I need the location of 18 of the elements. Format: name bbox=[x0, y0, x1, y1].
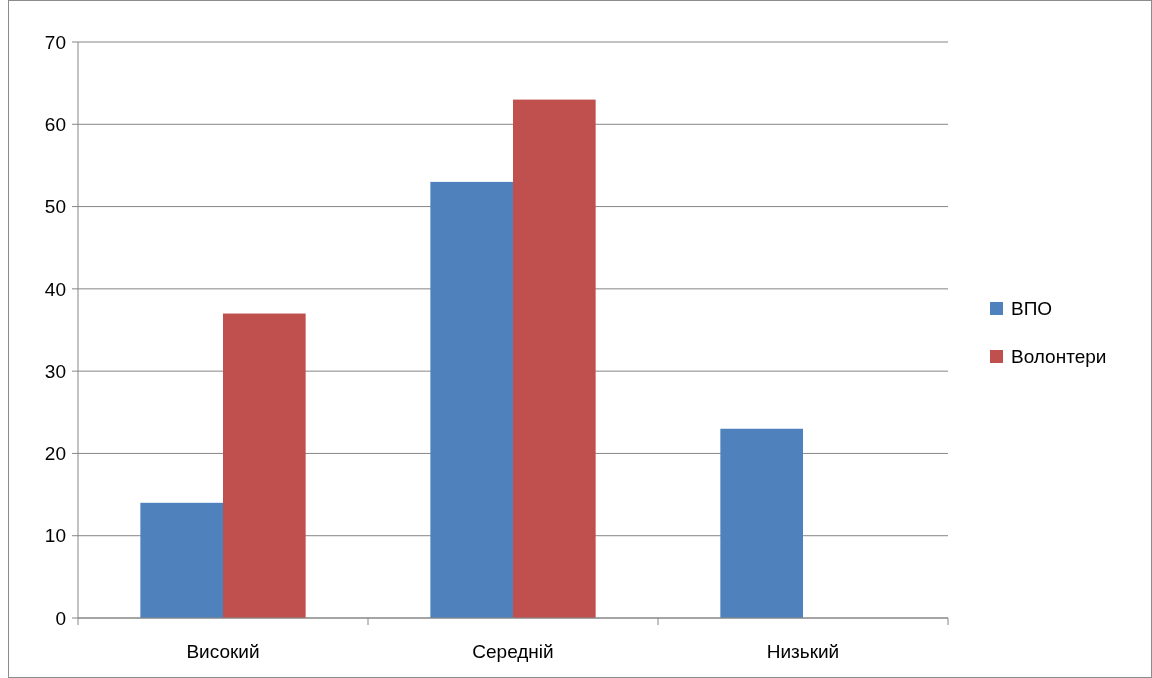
legend-label: Волонтери bbox=[1011, 345, 1107, 367]
x-tick-label: Високий bbox=[186, 641, 260, 662]
bar bbox=[430, 181, 513, 618]
legend-label: ВПО bbox=[1011, 297, 1053, 319]
y-tick-label: 0 bbox=[55, 607, 66, 629]
y-tick-label: 10 bbox=[44, 525, 66, 547]
y-tick-label: 20 bbox=[44, 443, 66, 465]
y-tick-label: 50 bbox=[44, 196, 66, 218]
x-tick-label: Середній bbox=[472, 641, 554, 662]
bar bbox=[223, 313, 306, 618]
y-tick-label: 30 bbox=[44, 360, 66, 382]
bar bbox=[720, 428, 803, 618]
bar bbox=[140, 502, 223, 618]
x-tick-label: Низький bbox=[766, 641, 840, 662]
y-tick-label: 40 bbox=[44, 278, 66, 300]
y-tick-label: 70 bbox=[44, 31, 66, 53]
bar bbox=[513, 99, 596, 618]
y-tick-label: 60 bbox=[44, 113, 66, 135]
